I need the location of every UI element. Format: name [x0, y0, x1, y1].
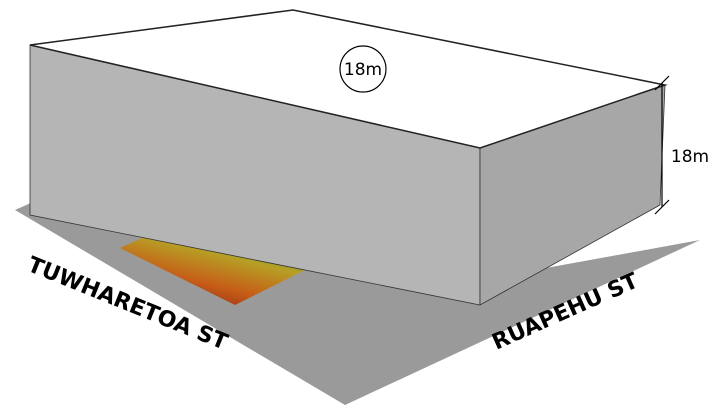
diagram: 18m 18m TUWHARETOA ST RUAPEHU ST: [0, 0, 713, 410]
height-circle-label: 18m: [344, 60, 382, 80]
height-dimension-label: 18m: [671, 147, 709, 167]
